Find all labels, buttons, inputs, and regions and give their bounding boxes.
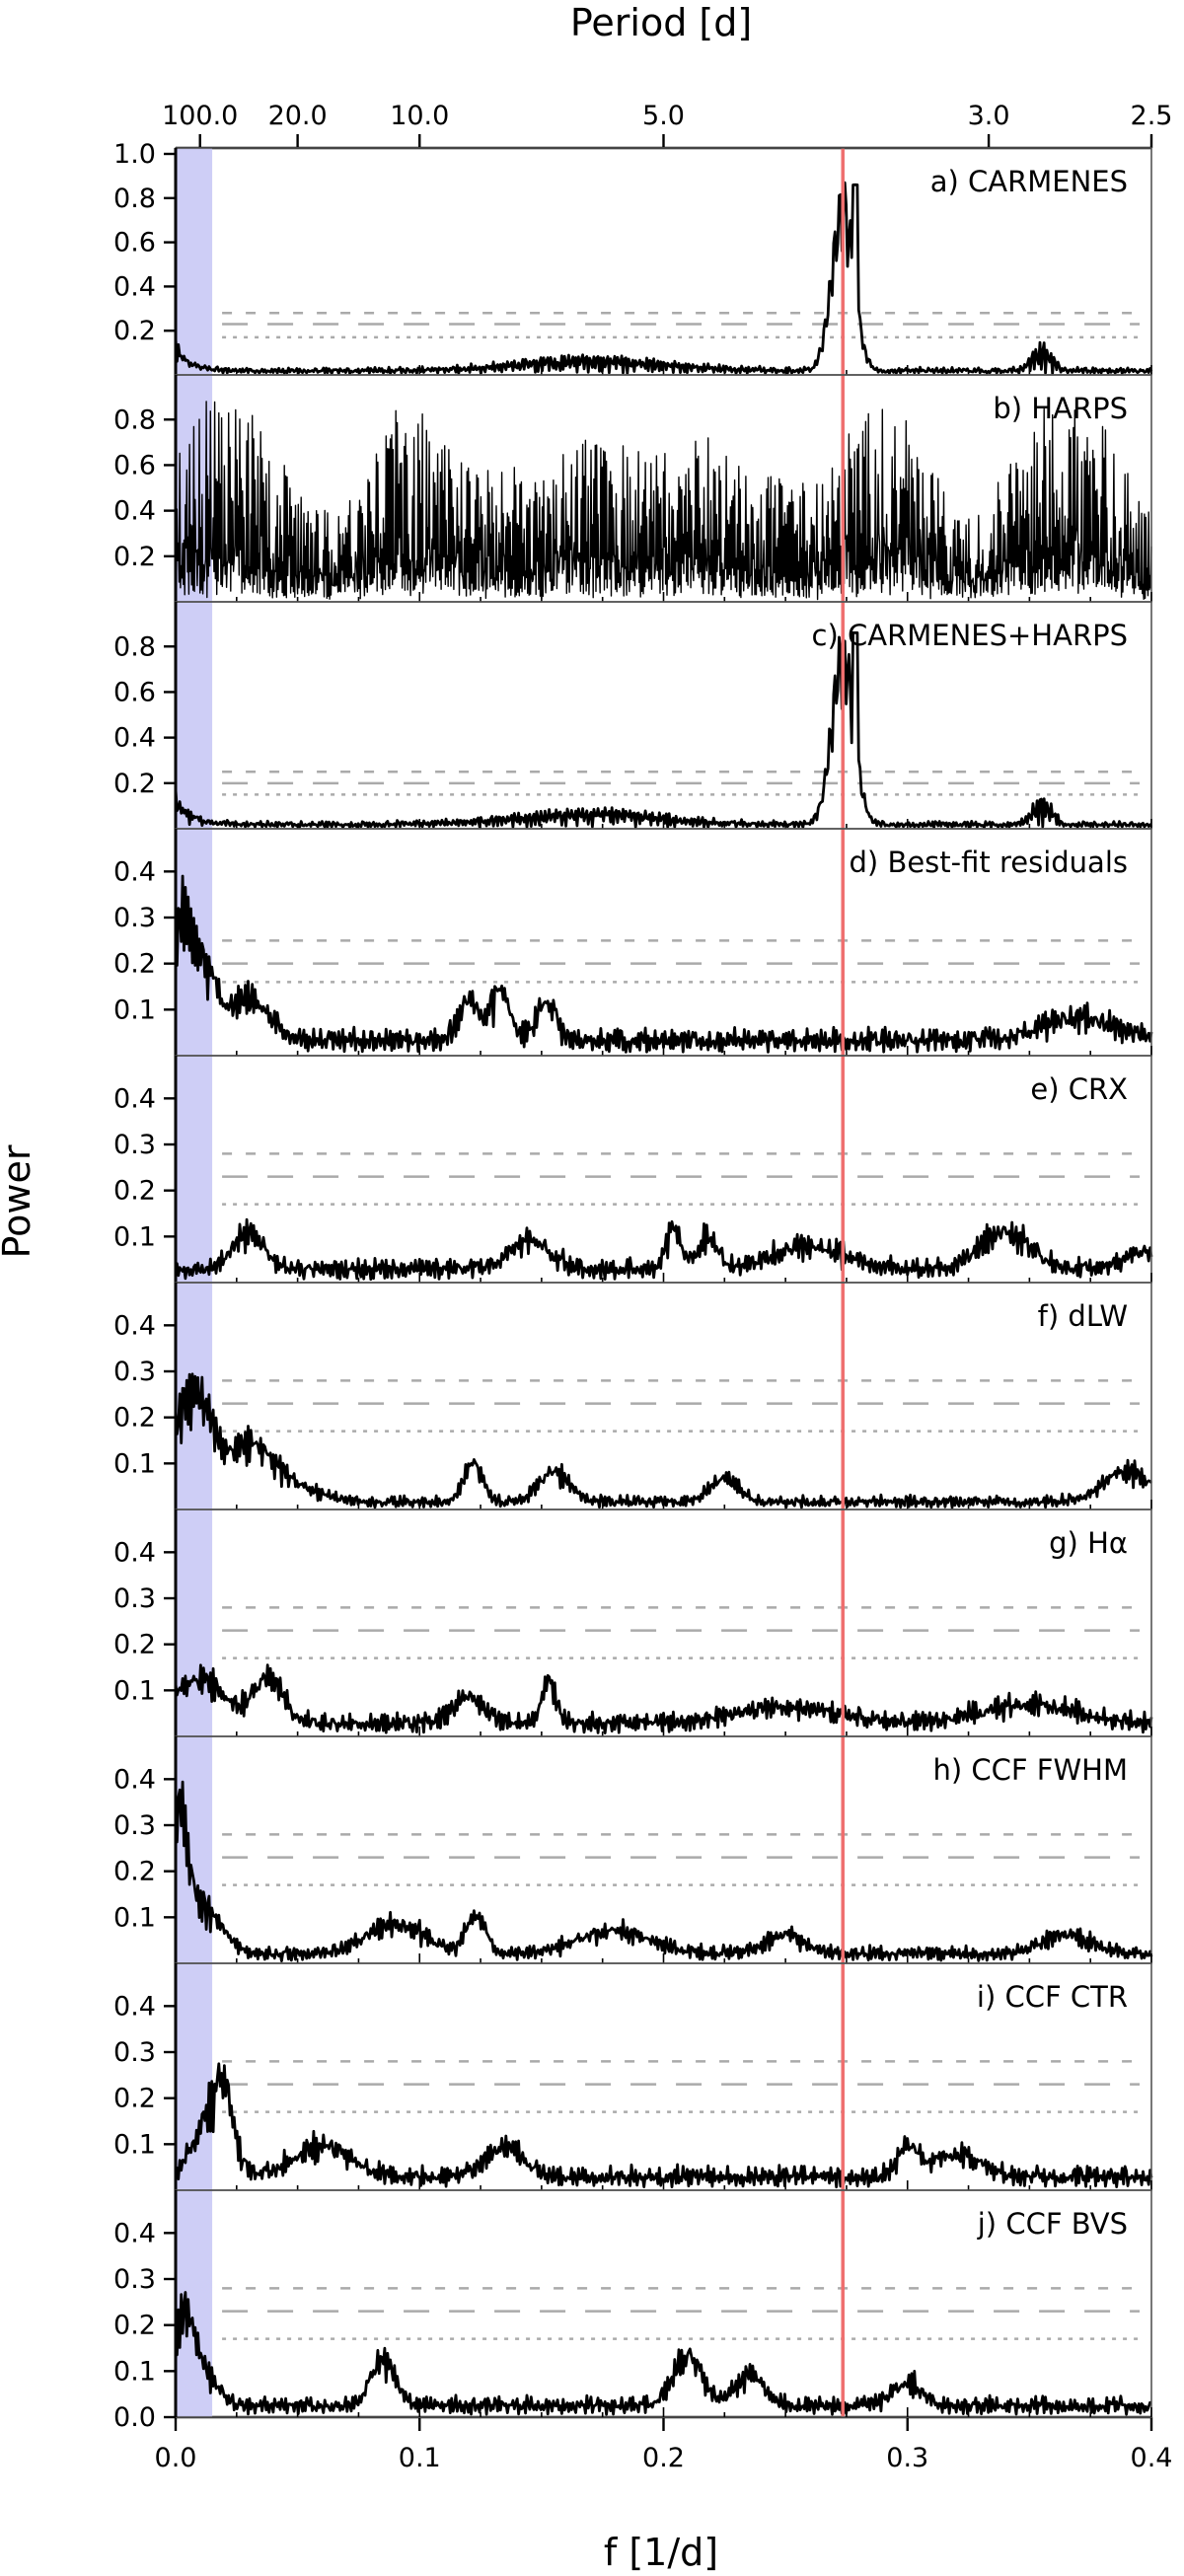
y-tick-label: 0.6 [113,677,156,707]
y-tick-label: 1.0 [113,139,156,170]
x-tick-label: 0.2 [642,2443,685,2473]
panel-frame-b: 0.2 0.4 0.6 0.8 b) HARPS [113,374,1152,603]
panel-frame-f: 0.1 0.2 0.3 0.4 f) dLW [113,1282,1152,1510]
y-tick-label: 0.2 [113,1176,156,1207]
top-tick-label: 10.0 [390,101,449,131]
y-tick-label: 0.2 [113,316,156,346]
bottom-axis-ticks: 0.0 0.1 0.2 0.3 0.4 [155,2415,1173,2473]
panel-d [174,874,1153,1054]
top-tick-label: 3.0 [968,101,1010,131]
top-axis-ticks: 100.0 20.0 10.0 5.0 3.0 2.5 [162,101,1173,150]
panel-frame-d: 0.1 0.2 0.3 0.4 d) Best-fit residuals [113,828,1152,1057]
panel-label: e) CRX [1030,1072,1128,1106]
y-tick-label: 0.8 [113,631,156,662]
panel-stack [174,181,1153,2416]
panel-label: b) HARPS [993,392,1128,425]
periodogram-curve [174,1780,1153,1962]
top-tick-label: 5.0 [642,101,685,131]
periodogram-curve [174,1372,1153,1509]
y-tick-label: 0.2 [113,1403,156,1434]
y-tick-label: 0.8 [113,184,156,214]
y-tick-label: 0.2 [113,2311,156,2341]
panel-frame-a: 0.2 0.4 0.6 0.8 1.0 a) CARMENES [113,139,1152,376]
x-tick-label: 0.3 [886,2443,928,2473]
panel-frames: 0.2 0.4 0.6 0.8 1.0 a) CARMENES 0.2 0.4 0.6 0.8 b)… [113,139,1152,2433]
y-tick-label: 0.3 [113,1583,156,1614]
y-tick-label: 0.3 [113,2037,156,2068]
y-tick-label: 0.4 [113,1764,156,1795]
panel-e [174,1152,1153,1282]
y-tick-label: 0.8 [113,405,156,435]
y-tick-label: 0.3 [113,903,156,933]
panel-c [174,631,1153,829]
panel-i [174,2060,1153,2189]
y-tick-label: 0.2 [113,1630,156,1660]
y-tick-label: 0.0 [113,2402,156,2433]
periodogram-curve [174,631,1153,829]
periodogram-curve [175,401,1152,601]
y-tick-label: 0.4 [113,1310,156,1341]
y-tick-label: 0.4 [113,2218,156,2248]
y-tick-label: 0.2 [113,949,156,980]
y-tick-label: 0.1 [113,1902,156,1933]
periodogram-curve [174,2062,1153,2189]
panel-a [174,181,1153,376]
x-tick-label: 0.4 [1131,2443,1173,2473]
top-tick-label: 100.0 [162,101,238,131]
y-tick-label: 0.1 [113,1675,156,1706]
y-tick-label: 0.4 [113,271,156,302]
panel-label: a) CARMENES [930,165,1128,198]
y-tick-label: 0.3 [113,1130,156,1160]
panel-j [174,2287,1152,2416]
y-tick-label: 0.2 [113,1857,156,1887]
top-tick-label: 2.5 [1131,101,1173,131]
panel-label: f) dLW [1038,1299,1128,1333]
y-tick-label: 0.2 [113,769,156,799]
y-tick-label: 0.6 [113,228,156,258]
y-tick-label: 0.1 [113,2356,156,2387]
periodogram-curve [174,2291,1152,2416]
y-tick-label: 0.4 [113,1083,156,1114]
panel-label: h) CCF FWHM [933,1753,1129,1787]
panel-b [175,401,1152,601]
panel-g [174,1606,1153,1734]
panel-frame-i: 0.1 0.2 0.3 0.4 i) CCF CTR [113,1962,1152,2191]
y-tick-label: 0.2 [113,542,156,572]
top-axis-title: Period [d] [570,1,752,44]
y-tick-label: 0.1 [113,1448,156,1479]
y-tick-label: 0.1 [113,2129,156,2160]
y-tick-label: 0.1 [113,994,156,1025]
panel-label: d) Best-fit residuals [850,846,1129,879]
periodogram-curve [174,1217,1153,1282]
y-tick-label: 0.1 [113,1221,156,1252]
panel-h [174,1780,1153,1962]
panel-label: c) CARMENES+HARPS [812,619,1128,652]
panel-frame-e: 0.1 0.2 0.3 0.4 e) CRX [113,1055,1152,1284]
panel-label: j) CCF BVS [977,2207,1128,2241]
y-tick-label: 0.4 [113,723,156,754]
x-axis-title: f [1/d] [604,2531,718,2574]
panel-frame-j: 0.0 0.1 0.2 0.3 0.4 j) CCF BVS [113,2189,1152,2433]
periodogram-curve [174,181,1153,376]
y-tick-label: 0.3 [113,2264,156,2295]
y-tick-label: 0.3 [113,1810,156,1841]
y-tick-label: 0.3 [113,1357,156,1387]
panel-frame-c: 0.2 0.4 0.6 0.8 c) CARMENES+HARPS [113,601,1152,830]
x-tick-label: 0.1 [399,2443,441,2473]
panel-label: i) CCF CTR [977,1980,1128,2014]
y-tick-label: 0.4 [113,1537,156,1568]
y-tick-label: 0.4 [113,496,156,527]
top-tick-label: 20.0 [268,101,328,131]
y-tick-label: 0.6 [113,450,156,480]
panel-border [175,1282,1152,1510]
y-tick-label: 0.4 [113,1991,156,2022]
y-tick-label: 0.4 [113,856,156,887]
panel-label: g) Hα [1049,1526,1128,1560]
y-axis-title: Power [0,1144,38,1258]
periodogram-curve [174,1663,1153,1734]
x-tick-label: 0.0 [155,2443,197,2473]
panel-f [174,1372,1153,1509]
y-tick-label: 0.2 [113,2084,156,2114]
